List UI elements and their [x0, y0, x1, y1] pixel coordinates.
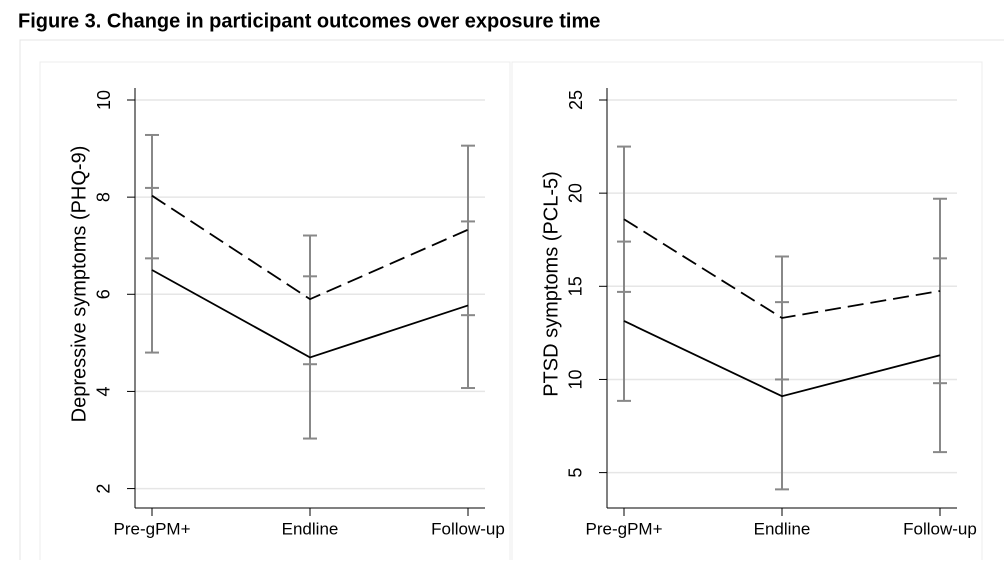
y-tick-label: 4: [94, 386, 114, 396]
y-tick-label: 10: [566, 369, 586, 389]
x-tick-label: Endline: [754, 519, 811, 538]
y-tick-label: 10: [94, 90, 114, 110]
series-line: [623, 218, 941, 319]
y-tick-label: 2: [94, 484, 114, 494]
y-axis-title: PTSD symptoms (PCL-5): [540, 171, 562, 397]
series-line: [151, 194, 469, 301]
y-tick-label: 8: [94, 192, 114, 202]
y-tick-label: 15: [566, 276, 586, 296]
x-tick-label: Endline: [282, 519, 339, 538]
x-tick-label: Pre-gPM+: [586, 519, 663, 538]
panel-background: [511, 61, 983, 565]
y-axis-title: Depressive symptoms (PHQ-9): [68, 146, 90, 423]
x-tick-label: Follow-up: [431, 519, 505, 538]
figure-title: Figure 3. Change in participant outcomes…: [18, 10, 600, 32]
panel-background: [39, 61, 511, 565]
series-line: [623, 320, 941, 398]
x-tick-label: Pre-gPM+: [114, 519, 191, 538]
x-tick-label: Follow-up: [903, 519, 977, 538]
y-tick-label: 20: [566, 183, 586, 203]
y-tick-label: 6: [94, 289, 114, 299]
y-tick-label: 5: [566, 468, 586, 478]
y-tick-label: 25: [566, 90, 586, 110]
series-line: [151, 269, 469, 359]
